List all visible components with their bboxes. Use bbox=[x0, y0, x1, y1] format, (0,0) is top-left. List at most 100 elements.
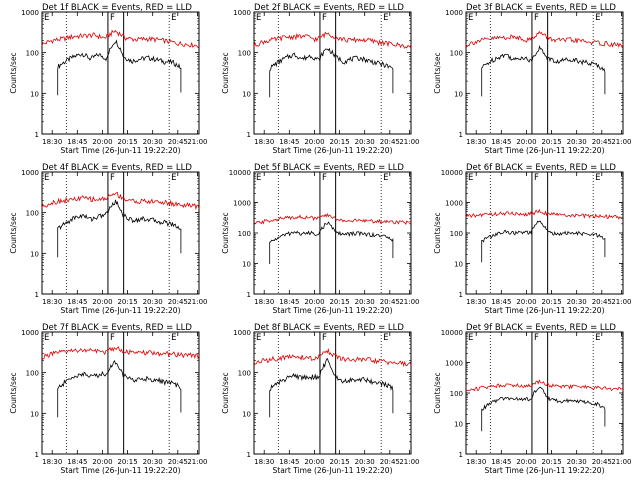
y-tick-label: 100 bbox=[26, 210, 39, 218]
x-tick-label: 18:30 bbox=[254, 138, 274, 146]
x-tick-label: 18:45 bbox=[279, 458, 299, 466]
x-tick-label: 20:15 bbox=[541, 298, 561, 306]
x-tick-label: 21:00 bbox=[399, 458, 419, 466]
x-tick-label: 20:00 bbox=[516, 138, 536, 146]
y-tick-label: 1000 bbox=[445, 360, 463, 368]
marker-label-e: E bbox=[171, 333, 176, 343]
panel-title: Det 5f BLACK = Events, RED = LLD bbox=[254, 163, 404, 173]
x-tick-label: 20:00 bbox=[92, 458, 112, 466]
x-tick-label: 20:45 bbox=[592, 298, 612, 306]
events-series-line bbox=[481, 44, 606, 97]
y-tick-label: 10 bbox=[454, 261, 463, 269]
y-tick-label: 10 bbox=[242, 410, 251, 418]
plot-frame bbox=[41, 11, 200, 135]
lld-series-line bbox=[41, 192, 200, 211]
y-tick-label: 10 bbox=[30, 90, 39, 98]
x-tick-label: 20:00 bbox=[92, 298, 112, 306]
y-axis-label: Counts/sec bbox=[433, 212, 442, 253]
y-tick-label: 100 bbox=[238, 230, 251, 238]
x-tick-label: 20:15 bbox=[329, 298, 349, 306]
x-tick-label: 21:00 bbox=[611, 458, 631, 466]
events-series-line bbox=[269, 358, 394, 418]
y-tick-label: 10 bbox=[454, 421, 463, 429]
x-axis-label: Start Time (26-Jun-11 19:22:20) bbox=[273, 466, 393, 475]
lld-series-line bbox=[253, 347, 412, 368]
x-tick-label: 20:30 bbox=[355, 298, 375, 306]
y-tick-label: 10 bbox=[30, 250, 39, 258]
panel-title: Det 2f BLACK = Events, RED = LLD bbox=[254, 3, 404, 13]
y-tick-label: 1 bbox=[35, 451, 39, 459]
marker-label-f: F bbox=[110, 173, 115, 183]
plot-panel-5: Det 5f BLACK = Events, RED = LLD 1 10 100 10… bbox=[221, 163, 420, 315]
x-tick-label: 20:00 bbox=[304, 298, 324, 306]
x-tick-label: 18:45 bbox=[279, 298, 299, 306]
x-tick-label: 18:30 bbox=[254, 298, 274, 306]
lld-series-line bbox=[253, 212, 412, 225]
x-tick-label: 20:15 bbox=[541, 458, 561, 466]
x-tick-label: 20:15 bbox=[329, 458, 349, 466]
panel-title: Det 6f BLACK = Events, RED = LLD bbox=[466, 163, 616, 173]
y-tick-label: 10 bbox=[242, 261, 251, 269]
x-tick-label: 20:00 bbox=[304, 458, 324, 466]
y-tick-label: 1 bbox=[35, 131, 39, 139]
x-tick-label: 20:30 bbox=[143, 298, 163, 306]
plot-panel-6: Det 6f BLACK = Events, RED = LLD 1 10 100 10… bbox=[433, 163, 632, 315]
marker-label-f: F bbox=[534, 13, 539, 23]
x-tick-label: 21:00 bbox=[187, 138, 207, 146]
y-tick-label: 10000 bbox=[229, 169, 251, 177]
panel-title: Det 3f BLACK = Events, RED = LLD bbox=[466, 3, 616, 13]
lld-series-line bbox=[41, 346, 200, 360]
marker-label-e: E bbox=[383, 333, 388, 343]
x-tick-label: 18:30 bbox=[254, 458, 274, 466]
marker-label-e: E bbox=[44, 13, 49, 23]
x-axis-label: Start Time (26-Jun-11 19:22:20) bbox=[61, 466, 181, 475]
x-tick-label: 20:45 bbox=[380, 458, 400, 466]
plot-frame bbox=[465, 11, 624, 135]
y-axis-label: Counts/sec bbox=[9, 52, 18, 93]
x-tick-label: 20:45 bbox=[592, 138, 612, 146]
plot-frame bbox=[41, 331, 200, 455]
y-tick-label: 10000 bbox=[441, 169, 463, 177]
x-axis-label: Start Time (26-Jun-11 19:22:20) bbox=[61, 146, 181, 155]
x-tick-label: 20:45 bbox=[380, 138, 400, 146]
marker-label-e: E bbox=[256, 13, 261, 23]
marker-label-e: E bbox=[468, 333, 473, 343]
lld-series-line bbox=[41, 29, 200, 49]
marker-label-f: F bbox=[322, 173, 327, 183]
marker-label-e: E bbox=[468, 173, 473, 183]
x-tick-label: 20:15 bbox=[329, 138, 349, 146]
x-tick-label: 18:45 bbox=[67, 458, 87, 466]
y-tick-label: 100 bbox=[450, 230, 463, 238]
marker-label-f: F bbox=[534, 333, 539, 343]
events-series-line bbox=[481, 386, 606, 432]
x-tick-label: 18:45 bbox=[67, 298, 87, 306]
y-tick-label: 1000 bbox=[445, 200, 463, 208]
y-tick-label: 10 bbox=[454, 90, 463, 98]
plot-panel-4: Det 4f BLACK = Events, RED = LLD 1 10 100 10… bbox=[9, 163, 208, 315]
x-tick-label: 18:45 bbox=[279, 138, 299, 146]
x-tick-label: 20:15 bbox=[541, 138, 561, 146]
y-tick-label: 10 bbox=[30, 410, 39, 418]
y-tick-label: 100 bbox=[26, 370, 39, 378]
marker-label-e: E bbox=[44, 173, 49, 183]
y-axis-label: Counts/sec bbox=[221, 52, 230, 93]
x-tick-label: 21:00 bbox=[399, 298, 419, 306]
x-tick-label: 20:45 bbox=[168, 298, 188, 306]
events-series-line bbox=[57, 199, 182, 258]
x-tick-label: 21:00 bbox=[187, 458, 207, 466]
y-tick-label: 100 bbox=[26, 50, 39, 58]
x-tick-label: 21:00 bbox=[611, 138, 631, 146]
panel-title: Det 7f BLACK = Events, RED = LLD bbox=[42, 323, 192, 333]
y-axis-label: Counts/sec bbox=[9, 372, 18, 413]
x-tick-label: 18:30 bbox=[466, 458, 486, 466]
y-axis-label: Counts/sec bbox=[433, 52, 442, 93]
plot-panel-8: Det 8f BLACK = Events, RED = LLD 1 10 100 10… bbox=[221, 323, 420, 475]
x-tick-label: 18:45 bbox=[491, 298, 511, 306]
plot-panel-3: Det 3f BLACK = Events, RED = LLD 1 10 100 10… bbox=[433, 3, 632, 155]
y-tick-label: 10 bbox=[242, 90, 251, 98]
y-tick-label: 1 bbox=[247, 451, 251, 459]
y-axis-label: Counts/sec bbox=[433, 372, 442, 413]
x-tick-label: 21:00 bbox=[187, 298, 207, 306]
x-tick-label: 18:30 bbox=[42, 138, 62, 146]
